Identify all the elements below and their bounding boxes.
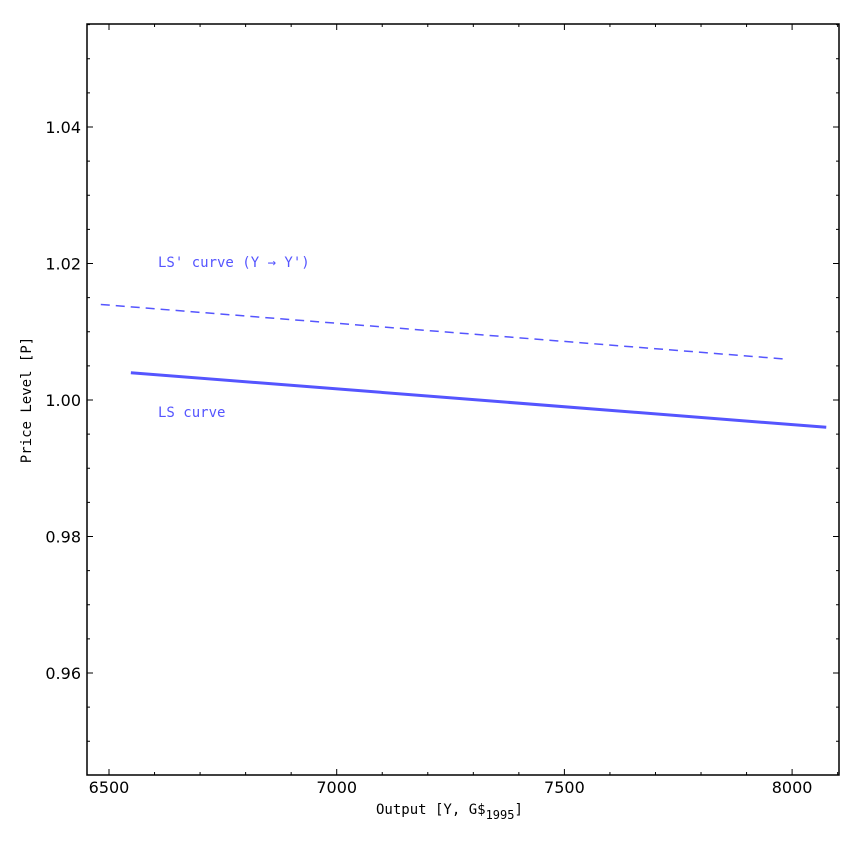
x-axis-title: Output [Y, G$1995] bbox=[376, 802, 523, 822]
axis-ticks bbox=[87, 24, 839, 775]
y-tick-label: 1.02 bbox=[45, 255, 81, 274]
x-tick-label: 6500 bbox=[89, 778, 130, 797]
ls-prime-curve-line bbox=[100, 303, 786, 360]
x-tick-labels: 6500 7000 7500 8000 bbox=[89, 778, 813, 797]
x-tick-label: 7500 bbox=[544, 778, 585, 797]
x-tick-label: 8000 bbox=[772, 778, 813, 797]
x-tick-label: 7000 bbox=[316, 778, 357, 797]
ls-curve-line bbox=[130, 371, 827, 429]
y-tick-label: 1.04 bbox=[45, 118, 81, 137]
y-tick-label: 0.98 bbox=[45, 528, 81, 547]
series-lines bbox=[100, 303, 827, 429]
ls-prime-curve-label: LS' curve (Y → Y') bbox=[158, 255, 310, 271]
y-tick-label: 0.96 bbox=[45, 664, 81, 683]
y-tick-labels: 0.96 0.98 1.00 1.02 1.04 bbox=[45, 118, 81, 683]
y-axis-title: Price Level [P] bbox=[19, 337, 35, 463]
y-tick-label: 1.00 bbox=[45, 391, 81, 410]
ls-curve-label: LS curve bbox=[158, 405, 225, 421]
